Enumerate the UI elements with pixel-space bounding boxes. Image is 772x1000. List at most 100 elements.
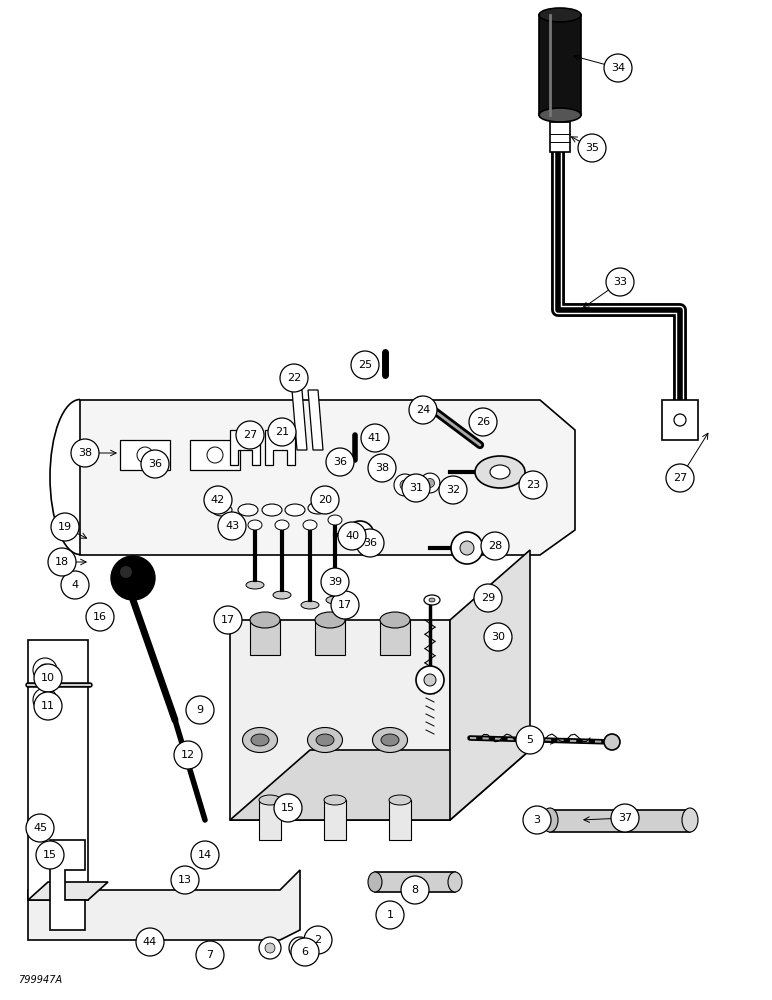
Text: 17: 17 (221, 615, 235, 625)
Polygon shape (265, 430, 295, 465)
Circle shape (674, 414, 686, 426)
Text: 18: 18 (55, 557, 69, 567)
Bar (380, 620, 410, 655)
Ellipse shape (530, 815, 540, 825)
Circle shape (304, 926, 332, 954)
Ellipse shape (542, 808, 558, 832)
Ellipse shape (248, 520, 262, 530)
Ellipse shape (265, 943, 275, 953)
Circle shape (196, 941, 224, 969)
Bar (375, 872, 455, 892)
Bar (550, 810, 690, 832)
Text: 5: 5 (527, 735, 533, 745)
Text: 21: 21 (275, 427, 289, 437)
Bar (539, 15, 581, 115)
Text: 27: 27 (673, 473, 687, 483)
Text: 9: 9 (196, 705, 204, 715)
Bar (315, 620, 345, 655)
Text: 39: 39 (328, 577, 342, 587)
Ellipse shape (259, 795, 281, 805)
Circle shape (311, 486, 339, 514)
Polygon shape (50, 840, 85, 930)
Ellipse shape (316, 734, 334, 746)
Ellipse shape (539, 108, 581, 122)
Ellipse shape (275, 520, 289, 530)
Circle shape (61, 571, 89, 599)
Ellipse shape (539, 8, 581, 22)
Ellipse shape (326, 596, 344, 604)
Text: 23: 23 (526, 480, 540, 490)
Circle shape (469, 408, 497, 436)
Text: 15: 15 (281, 803, 295, 813)
Circle shape (523, 806, 551, 834)
Polygon shape (292, 390, 307, 450)
Text: 32: 32 (446, 485, 460, 495)
Ellipse shape (394, 474, 416, 496)
Text: 41: 41 (368, 433, 382, 443)
Circle shape (354, 529, 366, 541)
Polygon shape (450, 550, 530, 820)
Circle shape (274, 794, 302, 822)
Ellipse shape (143, 931, 161, 949)
Circle shape (33, 688, 57, 712)
Circle shape (86, 603, 114, 631)
Text: 30: 30 (491, 632, 505, 642)
Ellipse shape (429, 598, 435, 602)
Ellipse shape (682, 808, 698, 832)
Circle shape (321, 568, 349, 596)
Ellipse shape (478, 417, 488, 427)
Circle shape (174, 741, 202, 769)
Ellipse shape (373, 728, 408, 752)
Ellipse shape (251, 734, 269, 746)
Ellipse shape (238, 504, 258, 516)
Text: 34: 34 (611, 63, 625, 73)
Circle shape (606, 268, 634, 296)
Text: 16: 16 (93, 612, 107, 622)
Circle shape (326, 448, 354, 476)
Circle shape (291, 938, 319, 966)
Ellipse shape (315, 612, 345, 628)
Circle shape (120, 566, 132, 578)
Circle shape (186, 696, 214, 724)
Text: 36: 36 (333, 457, 347, 467)
Circle shape (30, 815, 50, 835)
Ellipse shape (212, 504, 232, 516)
Text: 31: 31 (409, 483, 423, 493)
Circle shape (204, 486, 232, 514)
Circle shape (33, 658, 57, 682)
Text: 11: 11 (41, 701, 55, 711)
Circle shape (519, 471, 547, 499)
Circle shape (376, 901, 404, 929)
Polygon shape (80, 400, 575, 555)
Circle shape (402, 474, 430, 502)
Circle shape (36, 841, 64, 869)
Circle shape (48, 548, 76, 576)
Text: 20: 20 (318, 495, 332, 505)
Bar (259, 800, 281, 840)
Polygon shape (28, 870, 300, 940)
Ellipse shape (303, 520, 317, 530)
Circle shape (604, 54, 632, 82)
Polygon shape (230, 750, 530, 820)
Circle shape (424, 674, 436, 686)
Text: 7: 7 (206, 950, 214, 960)
Bar (250, 620, 280, 655)
Text: 26: 26 (476, 417, 490, 427)
Text: 36: 36 (148, 459, 162, 469)
Circle shape (666, 464, 694, 492)
Ellipse shape (368, 872, 382, 892)
Ellipse shape (604, 734, 620, 750)
Text: 19: 19 (58, 522, 72, 532)
Ellipse shape (250, 612, 280, 628)
Circle shape (368, 454, 396, 482)
Ellipse shape (246, 581, 264, 589)
Circle shape (236, 421, 264, 449)
Circle shape (51, 513, 79, 541)
Circle shape (416, 666, 444, 694)
Circle shape (137, 447, 153, 463)
Ellipse shape (490, 465, 510, 479)
Circle shape (111, 556, 155, 600)
Circle shape (39, 694, 51, 706)
Circle shape (141, 450, 169, 478)
Text: 13: 13 (178, 875, 192, 885)
